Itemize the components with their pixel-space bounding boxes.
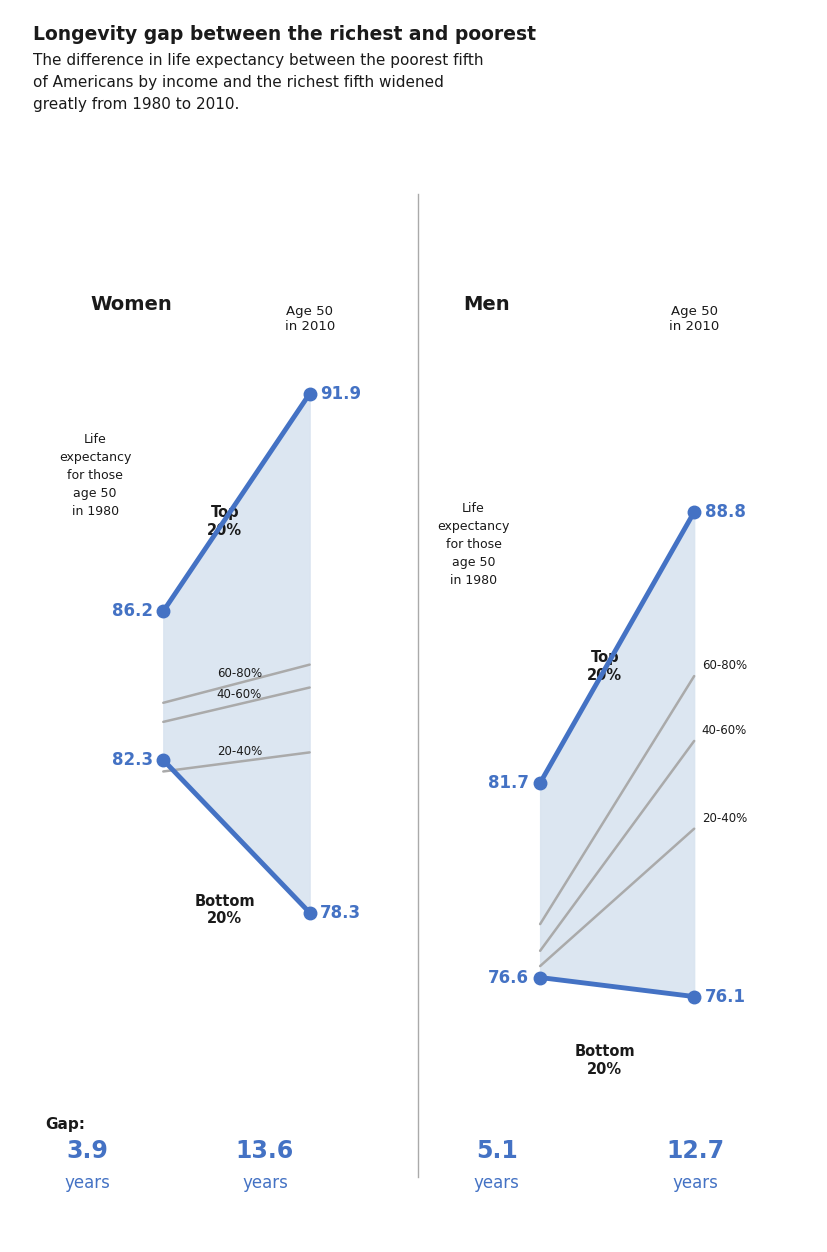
Text: Men: Men xyxy=(462,294,509,313)
Text: Gap:: Gap: xyxy=(45,1117,85,1132)
Text: Bottom
20%: Bottom 20% xyxy=(194,894,255,926)
Text: 13.6: 13.6 xyxy=(236,1139,294,1163)
Text: 60-80%: 60-80% xyxy=(217,667,261,680)
Text: Top
20%: Top 20% xyxy=(586,650,622,682)
Text: 82.3: 82.3 xyxy=(112,751,153,769)
Text: Women: Women xyxy=(90,294,172,313)
Text: Longevity gap between the richest and poorest: Longevity gap between the richest and po… xyxy=(33,25,535,44)
Text: 91.9: 91.9 xyxy=(319,384,361,403)
Text: 60-80%: 60-80% xyxy=(701,660,746,672)
Text: The difference in life expectancy between the poorest fifth
of Americans by inco: The difference in life expectancy betwee… xyxy=(33,53,483,111)
Text: 20-40%: 20-40% xyxy=(217,745,261,759)
Text: 5.1: 5.1 xyxy=(476,1139,517,1163)
Text: 78.3: 78.3 xyxy=(319,904,361,921)
Text: 88.8: 88.8 xyxy=(704,503,745,521)
Text: Age 50
in 2010: Age 50 in 2010 xyxy=(668,304,719,333)
Text: 40-60%: 40-60% xyxy=(217,687,261,701)
Text: Bottom
20%: Bottom 20% xyxy=(574,1044,634,1077)
Text: Top
20%: Top 20% xyxy=(207,506,242,538)
Text: Life
expectancy
for those
age 50
in 1980: Life expectancy for those age 50 in 1980 xyxy=(59,433,131,518)
Text: years: years xyxy=(64,1174,110,1192)
Text: 12.7: 12.7 xyxy=(666,1139,724,1163)
Text: 76.6: 76.6 xyxy=(488,969,528,987)
Text: 40-60%: 40-60% xyxy=(701,724,746,737)
Text: years: years xyxy=(241,1174,288,1192)
Text: 76.1: 76.1 xyxy=(704,988,745,1005)
Text: 86.2: 86.2 xyxy=(112,602,153,620)
Text: Age 50
in 2010: Age 50 in 2010 xyxy=(284,304,334,333)
Text: years: years xyxy=(473,1174,519,1192)
Text: 20-40%: 20-40% xyxy=(701,811,746,825)
Text: Life
expectancy
for those
age 50
in 1980: Life expectancy for those age 50 in 1980 xyxy=(437,502,509,587)
Text: years: years xyxy=(672,1174,718,1192)
Text: 3.9: 3.9 xyxy=(66,1139,108,1163)
Text: 81.7: 81.7 xyxy=(488,774,528,793)
